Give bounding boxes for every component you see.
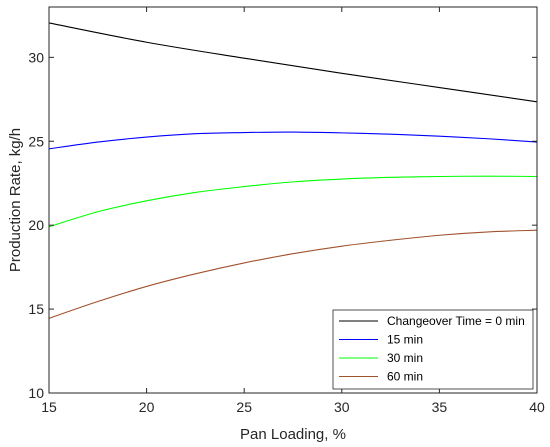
y-tick-label: 15 (28, 301, 44, 317)
x-tick-label: 40 (529, 399, 545, 415)
legend: Changeover Time = 0 min 15 min 30 min 60 mi… (332, 309, 534, 390)
series-line-3 (48, 229, 538, 319)
x-tick-label: 20 (139, 399, 155, 415)
legend-box (332, 309, 534, 390)
plot-frame (48, 6, 538, 394)
y-tick-label: 10 (28, 385, 44, 401)
legend-label-0: Changeover Time = 0 min (387, 314, 525, 328)
x-tick-label: 15 (41, 399, 57, 415)
legend-label-2: 30 min (387, 351, 423, 365)
x-tick-label: 35 (432, 399, 448, 415)
y-tick-label: 30 (28, 49, 44, 65)
series-line-2 (48, 175, 538, 228)
x-axis-label: Pan Loading, % (240, 426, 346, 443)
y-tick-label: 20 (28, 217, 44, 233)
series-line-0 (48, 22, 538, 103)
legend-label-1: 15 min (387, 333, 423, 347)
y-tick-label: 25 (28, 133, 44, 149)
series-line-1 (48, 131, 538, 150)
y-axis-label: Production Rate, kg/h (7, 128, 24, 272)
x-tick-label: 30 (334, 399, 350, 415)
x-tick-label: 25 (236, 399, 252, 415)
legend-label-3: 60 min (387, 370, 423, 384)
series-layer (48, 22, 538, 319)
